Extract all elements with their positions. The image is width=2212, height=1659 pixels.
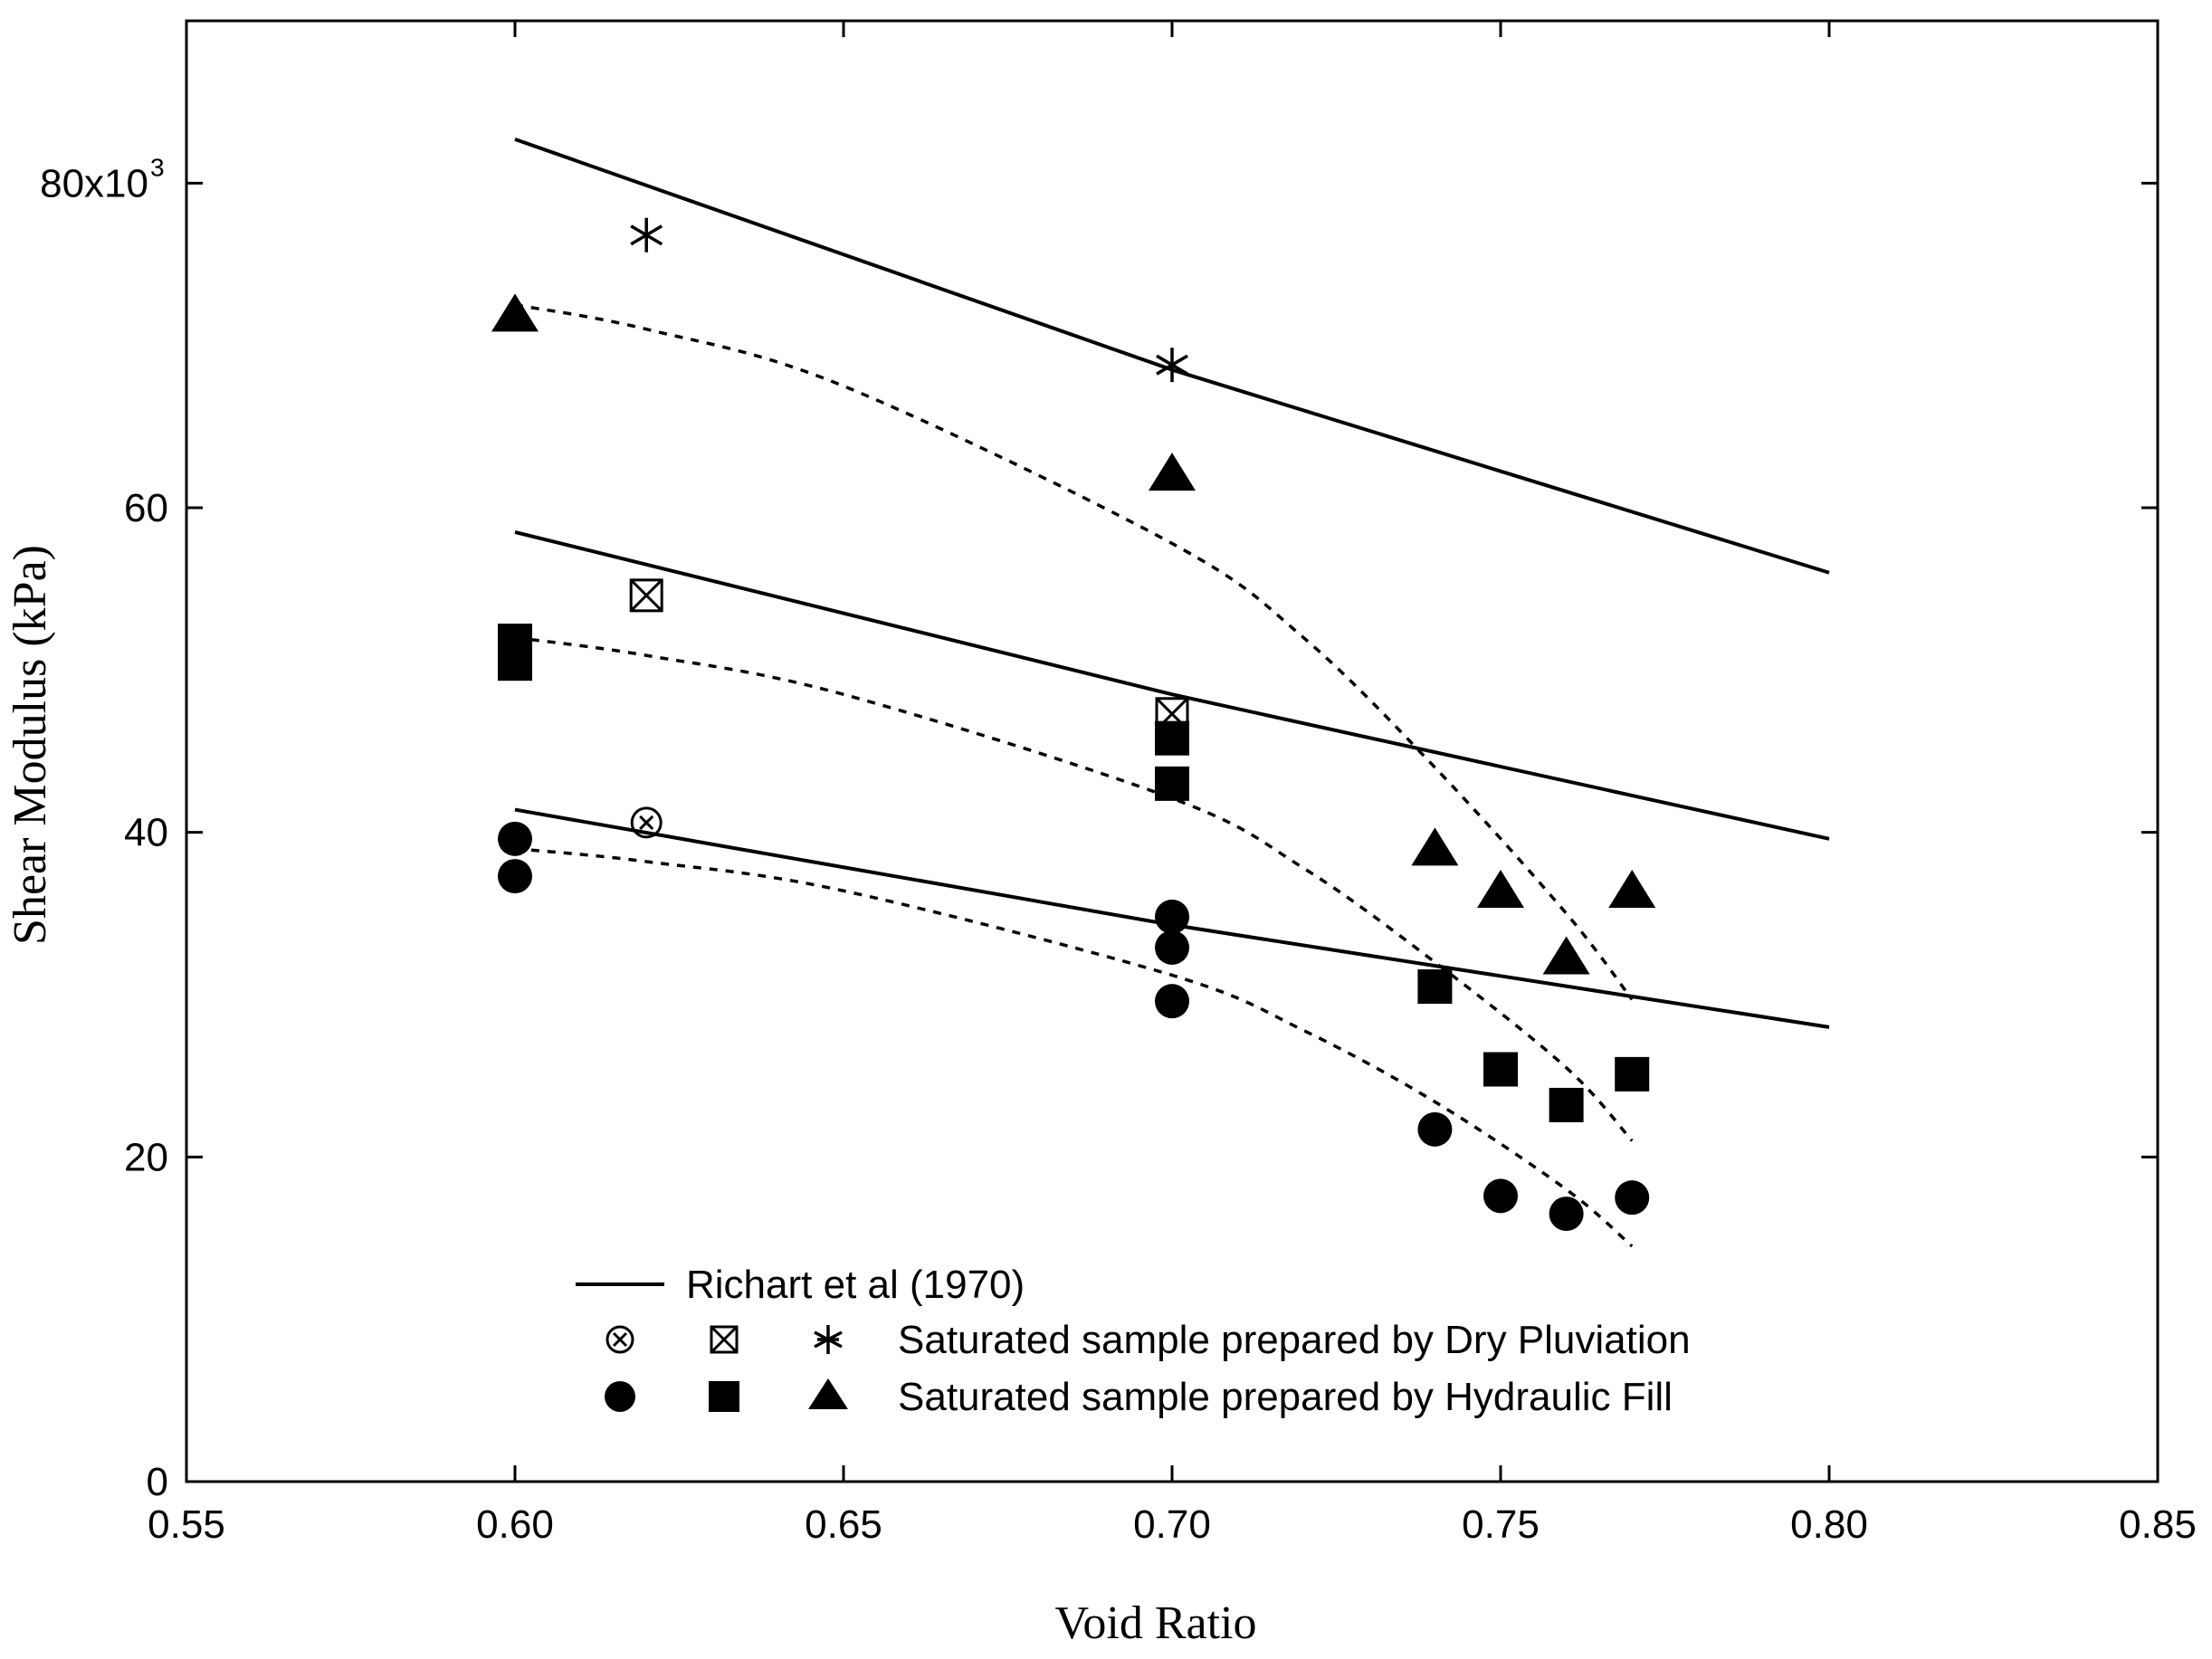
x-tick-labels: 0.55 0.60 0.65 0.70 0.75 0.80 0.85: [148, 1502, 2197, 1547]
legend-dry-label: Saturated sample prepared by Dry Pluviat…: [898, 1318, 1691, 1362]
legend-dry-square-icon: [710, 1325, 739, 1354]
y-tick-label: 20: [124, 1135, 168, 1179]
y-tick-superscript: 3: [150, 153, 165, 181]
hydraulic-square-point: [1483, 1052, 1518, 1087]
x-tick-label: 0.75: [1462, 1502, 1540, 1547]
legend-dry-asterisk-icon: [814, 1325, 843, 1354]
hydraulic-circle-point: [1155, 899, 1189, 934]
x-tick-label: 0.60: [476, 1502, 554, 1547]
y-tick-labels: 0 20 40 60 80x10 3: [40, 153, 168, 1504]
hydraulic-triangle-point: [491, 293, 539, 332]
legend-hydraulic-square-icon: [709, 1381, 739, 1412]
hydraulic-square-point: [1417, 969, 1453, 1005]
y-axis-title: Shear Modulus (kPa): [5, 545, 56, 945]
hydraulic-circle-point: [1549, 1197, 1584, 1232]
hydraulic-triangle-point: [1411, 827, 1459, 866]
hydraulic-circle-point: [1417, 1111, 1453, 1147]
hydraulic-triangle-point: [1477, 870, 1524, 909]
legend: Richart et al (1970) Saturated sample pr…: [576, 1263, 1691, 1419]
legend-dry-circle-icon: [605, 1325, 634, 1354]
y-tick-label: 60: [124, 486, 168, 530]
hydraulic-triangle-point: [1542, 936, 1590, 975]
dry-circle-point: [630, 806, 663, 839]
dry-asterisk-point: [1156, 348, 1188, 383]
trend-curve: [514, 635, 1634, 1142]
richart-line: [514, 529, 1830, 841]
trend-curve: [514, 846, 1634, 1248]
x-tick-label: 0.70: [1133, 1502, 1211, 1547]
dry-square-point: [629, 578, 663, 613]
y-tick-label: 40: [124, 811, 168, 855]
hydraulic-square-point: [1615, 1056, 1650, 1092]
legend-line-label: Richart et al (1970): [686, 1263, 1025, 1307]
x-tick-label: 0.80: [1790, 1502, 1868, 1547]
legend-hydraulic-label: Saturated sample prepared by Hydraulic F…: [898, 1375, 1673, 1419]
trend-curve: [514, 303, 1634, 1001]
hydraulic-triangle-point: [1608, 870, 1656, 909]
hydraulic-square-point: [498, 646, 532, 682]
hydraulic-circle-point: [498, 821, 532, 856]
hydraulic-square-point: [1155, 720, 1189, 756]
hydraulic-circle-point: [1155, 984, 1189, 1019]
axis-ticks: [185, 21, 2160, 1483]
x-tick-label: 0.85: [2119, 1502, 2197, 1547]
y-tick-label: 0: [147, 1460, 168, 1504]
hydraulic-circle-point: [1615, 1180, 1650, 1216]
y-tick-label: 80x10: [40, 161, 148, 205]
hydraulic-circle-point: [498, 859, 532, 894]
x-axis-title: Void Ratio: [1055, 1597, 1257, 1649]
hydraulic-circle-point: [1483, 1178, 1518, 1214]
hydraulic-square-point: [1549, 1087, 1584, 1122]
lines-layer: [514, 138, 1830, 1248]
dry-asterisk-point: [630, 217, 663, 253]
legend-hydraulic-triangle-icon: [808, 1378, 848, 1409]
x-tick-label: 0.55: [148, 1502, 225, 1547]
x-tick-label: 0.65: [805, 1502, 882, 1547]
markers-layer: [491, 217, 1656, 1232]
hydraulic-triangle-point: [1149, 453, 1196, 491]
legend-hydraulic-circle-icon: [605, 1381, 635, 1412]
hydraulic-circle-point: [1155, 930, 1189, 965]
hydraulic-square-point: [1155, 766, 1189, 801]
